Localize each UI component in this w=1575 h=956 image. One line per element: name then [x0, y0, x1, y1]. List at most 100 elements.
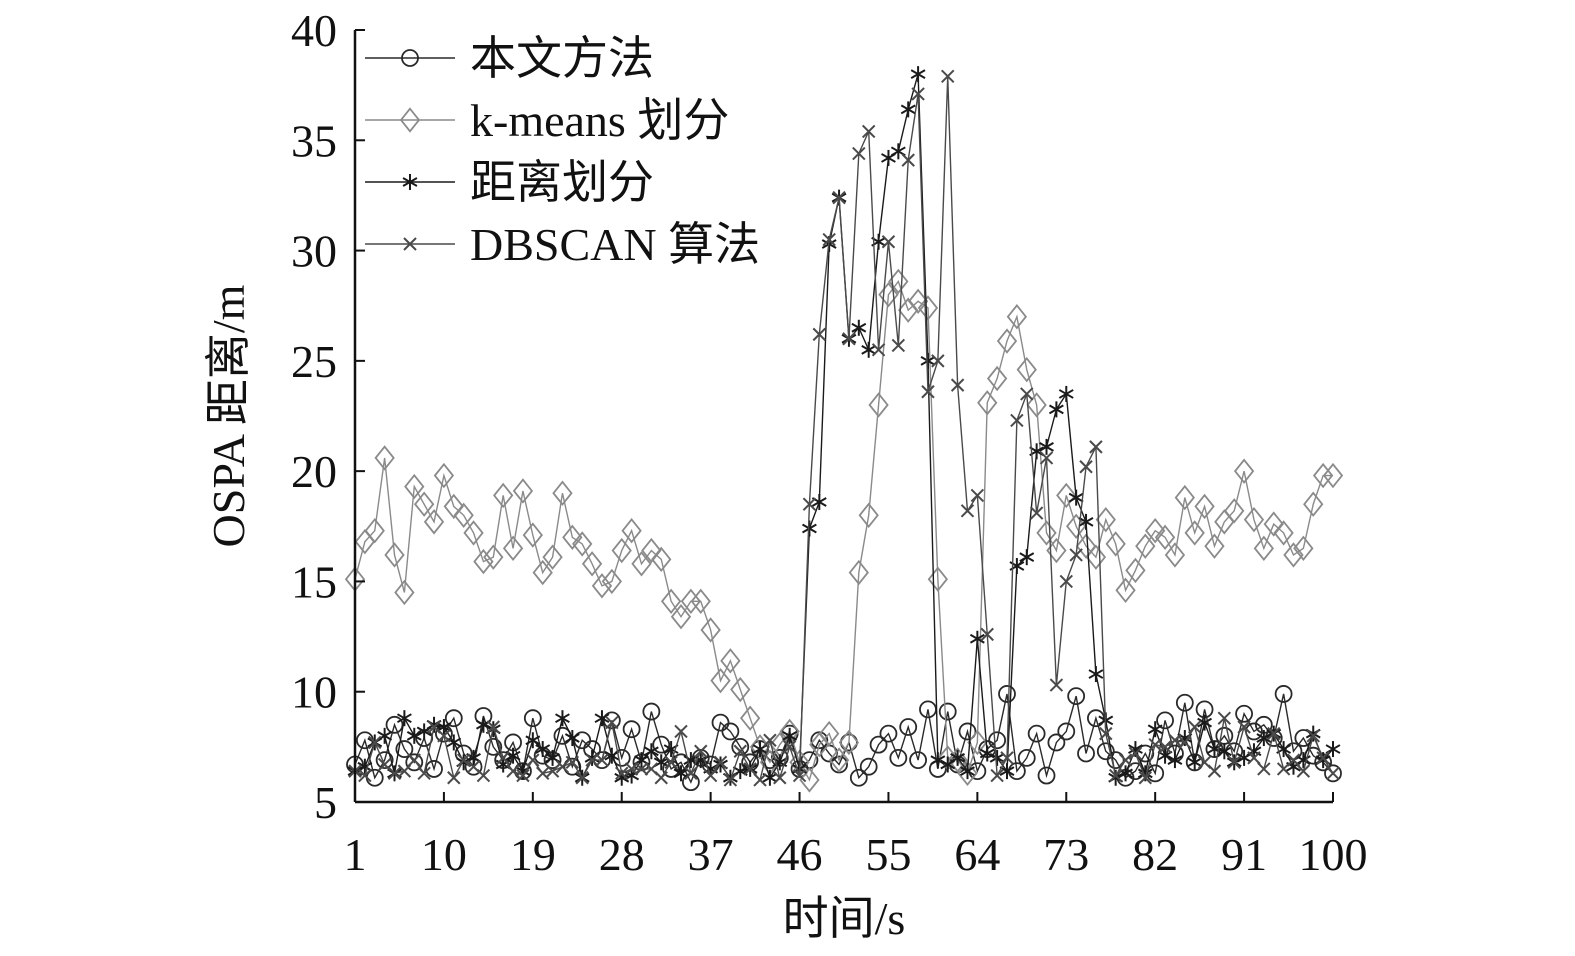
data-point: [611, 537, 632, 564]
data-point: [575, 771, 589, 785]
data-point: [476, 768, 491, 783]
data-point: [721, 722, 740, 741]
data-point: [871, 343, 886, 357]
legend-item: k-means 划分: [365, 95, 729, 146]
data-point: [1036, 520, 1057, 546]
y-tick-label: 25: [291, 336, 337, 387]
data-point: [1010, 413, 1024, 428]
data-point: [670, 604, 692, 630]
data-point: [1216, 743, 1232, 760]
data-point: [1154, 524, 1176, 551]
x-tick-label: 10: [421, 829, 467, 880]
y-tick-label: 20: [291, 446, 337, 497]
data-point: [407, 753, 421, 767]
data-point: [753, 773, 767, 787]
x-tick-label: 28: [599, 829, 645, 880]
data-point: [1148, 737, 1162, 752]
legend-label: k-means 划分: [470, 95, 729, 146]
data-point: [811, 494, 827, 511]
data-point: [654, 771, 668, 785]
data-point: [660, 588, 682, 614]
data-point: [1274, 685, 1293, 703]
data-point: [1118, 753, 1133, 767]
data-point: [1089, 440, 1103, 454]
data-point: [581, 551, 603, 577]
data-point: [674, 724, 688, 739]
data-point: [425, 760, 443, 778]
data-point: [591, 573, 613, 599]
data-point: [1197, 714, 1213, 731]
data-point: [595, 753, 609, 767]
x-tick-label: 37: [688, 829, 734, 880]
data-point: [1224, 498, 1245, 524]
data-point: [1243, 506, 1265, 533]
data-point: [861, 341, 877, 358]
data-point: [1324, 764, 1342, 783]
data-point: [542, 544, 563, 570]
data-point: [911, 87, 925, 101]
data-point: [664, 755, 678, 770]
data-point: [1078, 513, 1094, 530]
data-point: [1017, 748, 1036, 767]
data-point: [1316, 751, 1330, 765]
data-point: [1174, 484, 1195, 511]
data-point: [1039, 451, 1054, 465]
data-point: [711, 713, 730, 732]
data-point: [1158, 740, 1172, 754]
data-point: [423, 509, 445, 535]
series-line: [354, 693, 1334, 784]
data-point: [631, 551, 652, 577]
data-point: [1108, 768, 1123, 783]
data-point: [967, 729, 988, 756]
data-point: [443, 493, 464, 520]
data-point: [869, 735, 888, 754]
data-point: [601, 568, 623, 595]
data-point: [621, 518, 642, 544]
data-point: [920, 352, 936, 369]
data-point: [572, 531, 593, 557]
data-point: [397, 764, 412, 778]
data-point: [1187, 754, 1203, 771]
data-point: [868, 392, 889, 418]
data-point: [1016, 356, 1037, 383]
data-point: [891, 338, 906, 353]
data-point: [1077, 744, 1095, 763]
data-point: [456, 753, 471, 767]
data-point: [958, 722, 977, 741]
data-point: [901, 153, 915, 167]
data-point: [436, 719, 452, 736]
data-point: [634, 762, 649, 776]
data-point: [453, 502, 474, 528]
data-point: [743, 762, 757, 776]
data-point: [828, 747, 850, 773]
series-group: [344, 268, 1344, 793]
data-point: [584, 749, 600, 766]
legend-marker: [403, 237, 417, 251]
data-point: [848, 559, 869, 586]
data-point: [396, 710, 412, 727]
data-point: [680, 588, 702, 614]
data-point: [552, 480, 573, 506]
data-point: [525, 732, 541, 749]
data-point: [1057, 722, 1076, 741]
data-point: [1138, 771, 1153, 785]
legend-marker: [401, 49, 419, 67]
data-point: [1065, 513, 1087, 539]
data-point: [1305, 725, 1321, 742]
data-point: [694, 744, 708, 758]
data-point: [594, 710, 610, 727]
data-point: [1088, 666, 1104, 683]
data-point: [1175, 693, 1194, 712]
y-tick-label: 15: [291, 556, 337, 607]
data-point: [990, 768, 1004, 783]
x-axis-title: 时间/s: [783, 893, 906, 944]
data-point: [585, 753, 599, 767]
data-point: [1006, 304, 1028, 330]
data-point: [782, 727, 798, 744]
data-point: [881, 149, 896, 166]
data-point: [1227, 755, 1241, 770]
data-point: [988, 731, 1007, 750]
data-point: [1027, 724, 1046, 743]
data-point: [1164, 542, 1186, 568]
data-point: [927, 566, 949, 592]
